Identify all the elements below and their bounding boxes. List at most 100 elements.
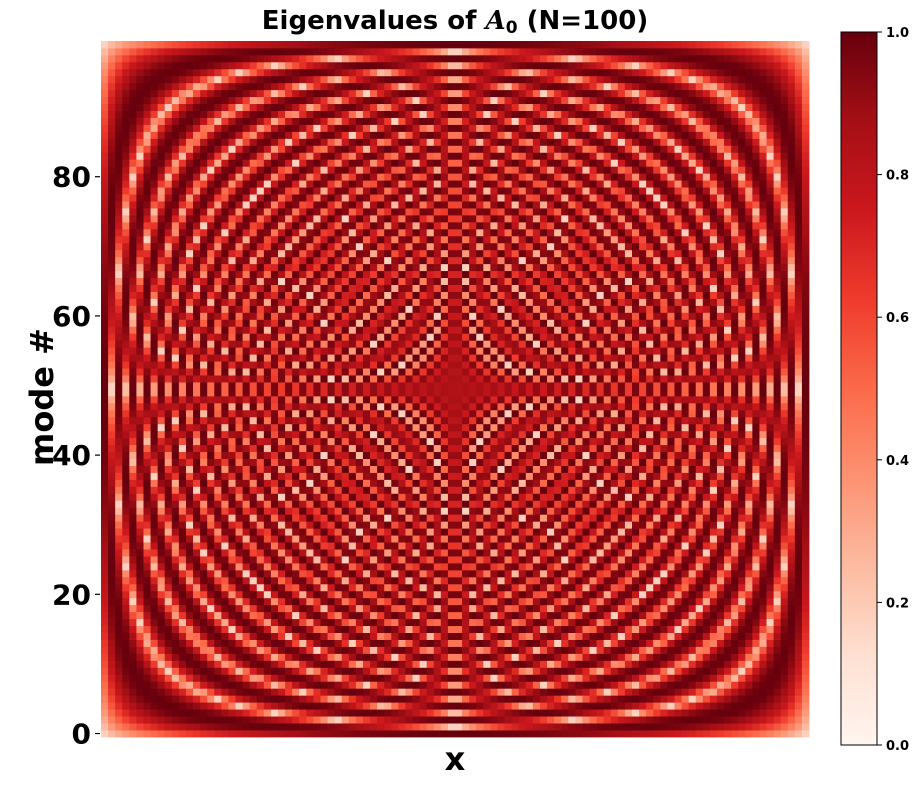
heatmap-cell	[327, 395, 336, 404]
heatmap-cell	[115, 569, 123, 578]
heatmap-cell	[554, 395, 562, 404]
heatmap-cell	[200, 500, 208, 508]
heatmap-cell	[129, 667, 137, 675]
heatmap-cell	[306, 458, 314, 466]
heatmap-cell	[263, 646, 272, 654]
heatmap-cell	[447, 528, 456, 536]
heatmap-cell	[709, 514, 718, 522]
heatmap-cell	[278, 723, 286, 731]
heatmap-cell	[660, 430, 668, 439]
heatmap-cell	[773, 611, 782, 620]
heatmap-cell	[483, 430, 491, 439]
heatmap-cell	[157, 653, 166, 661]
heatmap-cell	[610, 730, 619, 738]
heatmap-cell	[483, 604, 491, 613]
heatmap-cell	[115, 618, 123, 627]
heatmap-cell	[348, 702, 357, 710]
heatmap-cell	[136, 611, 144, 620]
heatmap-cell	[398, 423, 406, 432]
heatmap-cell	[171, 695, 180, 703]
heatmap-cell	[787, 458, 796, 466]
heatmap-cell	[320, 625, 328, 633]
heatmap-cell	[384, 465, 392, 473]
heatmap-cell	[716, 409, 725, 418]
heatmap-cell	[532, 521, 541, 529]
heatmap-cell	[639, 514, 647, 522]
heatmap-cell	[320, 681, 328, 689]
heatmap-cell	[164, 479, 173, 487]
heatmap-cell	[433, 493, 442, 501]
heatmap-cell	[348, 430, 357, 439]
heatmap-cell	[185, 723, 194, 731]
heatmap-cell	[320, 597, 328, 606]
heatmap-cell	[440, 681, 449, 689]
heatmap-cell	[462, 604, 470, 613]
heatmap-cell	[709, 472, 718, 480]
heatmap-cell	[653, 716, 661, 724]
heatmap-cell	[554, 660, 562, 668]
heatmap-cell	[164, 451, 173, 459]
heatmap-cell	[200, 667, 208, 675]
heatmap-cell	[554, 597, 562, 606]
heatmap-cell	[426, 542, 435, 550]
heatmap-cell	[497, 625, 505, 633]
heatmap-cell	[716, 423, 725, 432]
heatmap-cell	[221, 583, 229, 592]
heatmap-cell	[589, 702, 597, 710]
heatmap-cell	[759, 653, 767, 661]
heatmap-cell	[320, 472, 328, 480]
heatmap-cell	[624, 472, 633, 480]
heatmap-cell	[391, 395, 399, 404]
heatmap-cell	[207, 695, 215, 703]
heatmap-cell	[426, 695, 435, 703]
heatmap-cell	[447, 465, 456, 473]
heatmap-cell	[278, 604, 286, 613]
heatmap-cell	[447, 702, 456, 710]
heatmap-cell	[617, 569, 626, 578]
heatmap-cell	[639, 688, 647, 696]
heatmap-cell	[773, 625, 782, 633]
heatmap-cell	[497, 702, 505, 710]
heatmap-cell	[702, 709, 711, 717]
heatmap-cell	[483, 486, 491, 494]
heatmap-cell	[667, 549, 675, 557]
heatmap-cell	[108, 618, 116, 627]
heatmap-cell	[299, 723, 307, 731]
heatmap-cell	[235, 472, 243, 480]
heatmap-cell	[532, 618, 541, 627]
heatmap-cell	[469, 556, 477, 564]
heatmap-cell	[695, 493, 704, 501]
heatmap-cell	[370, 493, 378, 501]
heatmap-cell	[483, 549, 491, 557]
heatmap-cell	[207, 569, 215, 578]
heatmap-cell	[256, 688, 265, 696]
heatmap-cell	[115, 444, 123, 453]
heatmap-cell	[143, 576, 151, 585]
heatmap-cell	[426, 611, 435, 620]
heatmap-cell	[794, 465, 803, 473]
heatmap-cell	[759, 549, 767, 557]
heatmap-cell	[370, 681, 378, 689]
heatmap-cell	[334, 604, 343, 613]
heatmap-cell	[660, 479, 668, 487]
heatmap-cell	[794, 597, 803, 606]
heatmap-cell	[285, 486, 293, 494]
heatmap-cell	[780, 521, 789, 529]
heatmap-cell	[207, 723, 215, 731]
heatmap-cell	[455, 590, 463, 599]
heatmap-cell	[101, 730, 109, 738]
heatmap-cell	[702, 569, 711, 578]
heatmap-cell	[398, 604, 406, 613]
heatmap-cell	[178, 465, 187, 473]
heatmap-cell	[716, 521, 725, 529]
heatmap-cell	[554, 528, 562, 536]
heatmap-cell	[469, 542, 477, 550]
heatmap-cell	[185, 597, 194, 606]
heatmap-cell	[617, 500, 626, 508]
heatmap-cell	[412, 472, 420, 480]
heatmap-cell	[320, 660, 328, 668]
heatmap-cell	[667, 521, 675, 529]
heatmap-cell	[263, 556, 272, 564]
heatmap-cell	[469, 653, 477, 661]
heatmap-cell	[490, 674, 498, 682]
